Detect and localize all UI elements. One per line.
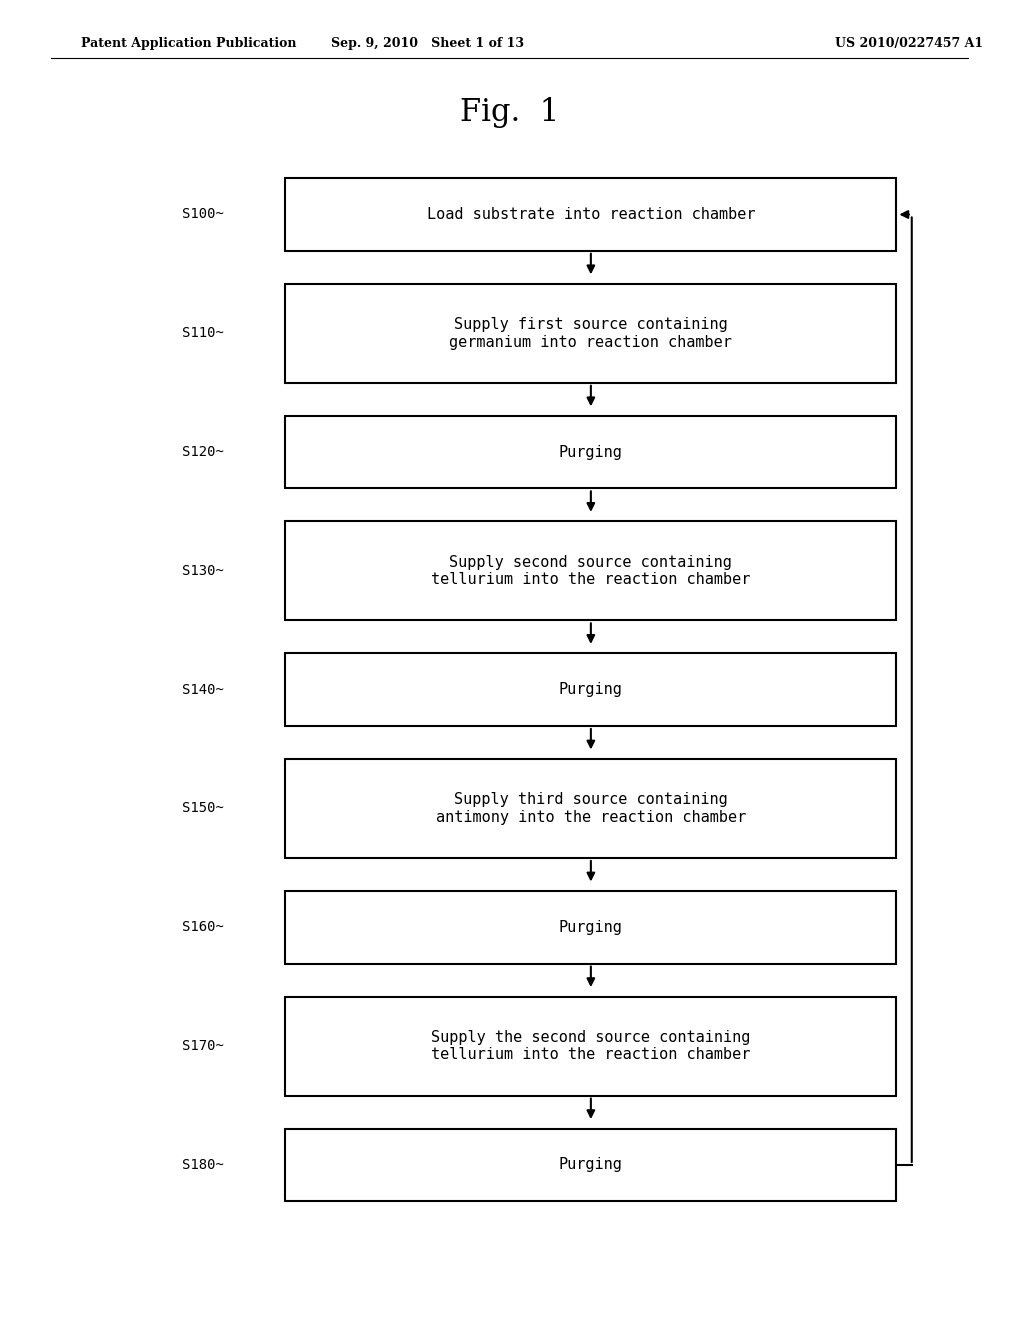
FancyBboxPatch shape xyxy=(286,178,896,251)
Text: S130~: S130~ xyxy=(182,564,224,578)
Text: Fig.  1: Fig. 1 xyxy=(460,96,559,128)
FancyBboxPatch shape xyxy=(286,759,896,858)
Text: Load substrate into reaction chamber: Load substrate into reaction chamber xyxy=(427,207,755,222)
Text: S110~: S110~ xyxy=(182,326,224,341)
Text: S160~: S160~ xyxy=(182,920,224,935)
FancyBboxPatch shape xyxy=(286,284,896,383)
FancyBboxPatch shape xyxy=(286,1129,896,1201)
Text: Purging: Purging xyxy=(559,682,623,697)
FancyBboxPatch shape xyxy=(286,416,896,488)
Text: Purging: Purging xyxy=(559,920,623,935)
FancyBboxPatch shape xyxy=(286,653,896,726)
Text: Patent Application Publication: Patent Application Publication xyxy=(82,37,297,50)
Text: S100~: S100~ xyxy=(182,207,224,222)
Text: Supply second source containing
tellurium into the reaction chamber: Supply second source containing telluriu… xyxy=(431,554,751,587)
Text: S140~: S140~ xyxy=(182,682,224,697)
Text: S150~: S150~ xyxy=(182,801,224,816)
Text: S120~: S120~ xyxy=(182,445,224,459)
Text: S180~: S180~ xyxy=(182,1158,224,1172)
Text: Purging: Purging xyxy=(559,445,623,459)
FancyBboxPatch shape xyxy=(286,891,896,964)
Text: Supply the second source containing
tellurium into the reaction chamber: Supply the second source containing tell… xyxy=(431,1030,751,1063)
FancyBboxPatch shape xyxy=(286,521,896,620)
Text: Supply third source containing
antimony into the reaction chamber: Supply third source containing antimony … xyxy=(436,792,746,825)
Text: US 2010/0227457 A1: US 2010/0227457 A1 xyxy=(836,37,983,50)
Text: Purging: Purging xyxy=(559,1158,623,1172)
Text: Sep. 9, 2010   Sheet 1 of 13: Sep. 9, 2010 Sheet 1 of 13 xyxy=(332,37,524,50)
Text: S170~: S170~ xyxy=(182,1039,224,1053)
Text: Supply first source containing
germanium into reaction chamber: Supply first source containing germanium… xyxy=(450,317,732,350)
FancyBboxPatch shape xyxy=(286,997,896,1096)
